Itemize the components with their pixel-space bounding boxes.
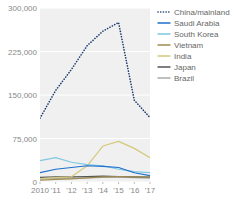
y-axis: 075,000150,000225,000300,000 (8, 4, 150, 187)
legend-label: China/mainland (174, 8, 230, 17)
legend-swatch (158, 33, 170, 34)
x-tick-label: '13 (82, 186, 93, 195)
x-tick (55, 182, 56, 184)
grid-line (40, 51, 150, 52)
x-tick-label: '14 (98, 186, 109, 195)
x-tick (150, 182, 151, 184)
x-tick-label: '17 (145, 186, 156, 195)
legend-swatch (158, 11, 170, 13)
x-tick (40, 182, 41, 184)
series-line (40, 158, 150, 173)
grid-line (40, 138, 150, 139)
x-tick (87, 182, 88, 184)
legend-label: Vietnam (174, 41, 204, 50)
x-tick-label: '11 (51, 186, 61, 195)
x-tick-label: '16 (129, 186, 140, 195)
legend-swatch (158, 55, 170, 56)
x-tick (134, 182, 135, 184)
legend-swatch (158, 77, 170, 78)
y-tick-label: 300,000 (8, 4, 37, 13)
plot-background (40, 8, 150, 182)
y-tick-label: 225,000 (8, 48, 37, 57)
legend-label: Brazil (174, 74, 194, 83)
x-tick-label: '12 (66, 186, 77, 195)
x-tick (118, 182, 119, 184)
series-line (40, 23, 150, 119)
legend-swatch (158, 66, 170, 67)
x-axis: 2010'11 '12 '13 '14 '15 '16 '17 (31, 182, 156, 195)
lines (40, 23, 150, 181)
chart: 075,000150,000225,000300,0002010'11'12'1… (0, 0, 248, 204)
series-line (40, 166, 150, 176)
x-tick-label: 2010 (31, 186, 49, 195)
legend-label: Japan (174, 63, 196, 72)
legend-swatch (158, 22, 170, 23)
x-tick (71, 182, 72, 184)
series-line (40, 176, 150, 180)
grid-line (40, 8, 150, 9)
grid-line (40, 182, 150, 183)
y-tick-label: 75,000 (13, 135, 38, 144)
legend-label: Saudi Arabia (174, 19, 220, 28)
legend: China/mainland Saudi Arabia South Korea Vie… (158, 8, 230, 83)
x-tick (102, 182, 103, 184)
legend-label: India (174, 52, 192, 61)
y-tick-label: 150,000 (8, 91, 37, 100)
series-line (40, 141, 150, 178)
x-tick-label: '15 (113, 186, 124, 195)
legend-swatch (158, 44, 170, 45)
legend-label: South Korea (174, 30, 219, 39)
